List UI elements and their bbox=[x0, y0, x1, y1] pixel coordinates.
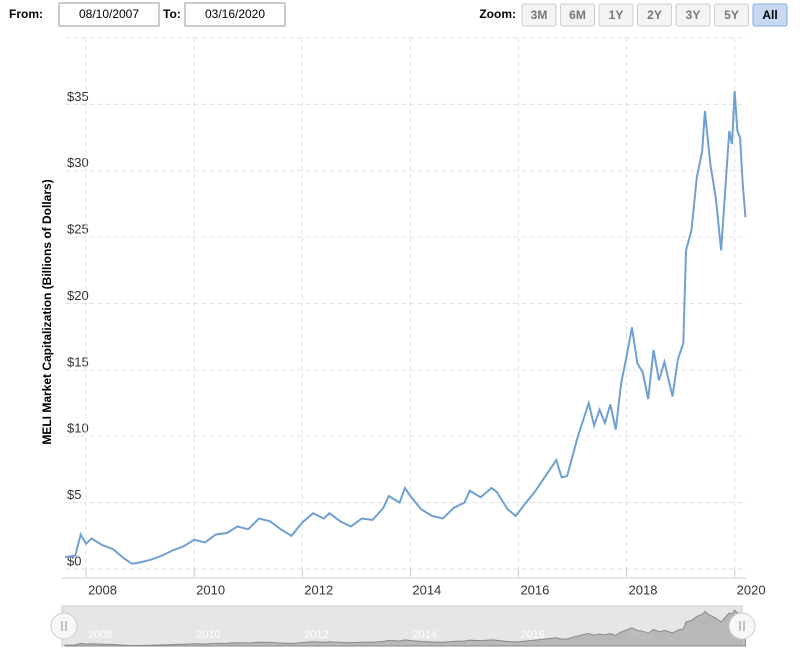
y-tick-label: $30 bbox=[67, 155, 89, 170]
x-tick-label: 2018 bbox=[629, 582, 658, 597]
zoom-button[interactable] bbox=[598, 3, 634, 27]
y-axis-label: MELI Market Capitalization (Billions of … bbox=[40, 179, 54, 444]
y-tick-label: $10 bbox=[67, 421, 89, 436]
zoom-button[interactable] bbox=[752, 3, 788, 27]
y-tick-label: $15 bbox=[67, 354, 89, 369]
y-tick-label: $5 bbox=[67, 487, 81, 502]
zoom-button[interactable] bbox=[675, 3, 711, 27]
zoom-button[interactable] bbox=[714, 3, 749, 27]
zoom-button-label[interactable]: 6M bbox=[569, 8, 586, 22]
zoom-button-label[interactable]: 3Y bbox=[686, 8, 701, 22]
navigator-handle[interactable] bbox=[728, 612, 756, 640]
from-label: From: bbox=[9, 7, 43, 21]
y-tick-label: $20 bbox=[67, 288, 89, 303]
y-tick-label: $25 bbox=[67, 222, 89, 237]
line-series bbox=[64, 91, 747, 565]
navigator-tick-label: 2010 bbox=[196, 629, 220, 641]
navigator-tick-label: 2008 bbox=[88, 629, 112, 641]
zoom-button-label[interactable]: 2Y bbox=[647, 8, 662, 22]
zoom-button-label[interactable]: 5Y bbox=[724, 8, 739, 22]
y-tick-label: $35 bbox=[67, 89, 89, 104]
zoom-button[interactable] bbox=[560, 3, 595, 27]
x-tick-label: 2014 bbox=[412, 582, 441, 597]
navigator-tick-label: 2012 bbox=[304, 629, 328, 641]
navigator-tick-label: 2014 bbox=[412, 629, 436, 641]
navigator-handle[interactable] bbox=[50, 612, 78, 640]
x-tick-label: 2008 bbox=[88, 582, 117, 597]
to-label: To: bbox=[163, 7, 181, 21]
from-value[interactable]: 08/10/2007 bbox=[79, 7, 139, 21]
x-tick-label: 2016 bbox=[520, 582, 549, 597]
zoom-button-label[interactable]: All bbox=[762, 8, 777, 22]
zoom-button[interactable] bbox=[637, 3, 672, 27]
zoom-button-label[interactable]: 1Y bbox=[609, 8, 624, 22]
zoom-button[interactable] bbox=[521, 3, 557, 27]
zoom-label: Zoom: bbox=[479, 7, 516, 21]
zoom-button-label[interactable]: 3M bbox=[531, 8, 548, 22]
to-input[interactable] bbox=[184, 2, 286, 27]
navigator-tick-label: 2016 bbox=[520, 629, 544, 641]
to-value[interactable]: 03/16/2020 bbox=[205, 7, 265, 21]
navigator-area bbox=[64, 609, 746, 647]
from-input[interactable] bbox=[58, 2, 160, 27]
x-tick-label: 2012 bbox=[304, 582, 333, 597]
x-tick-label: 2010 bbox=[196, 582, 225, 597]
x-tick-label: 2020 bbox=[737, 582, 766, 597]
